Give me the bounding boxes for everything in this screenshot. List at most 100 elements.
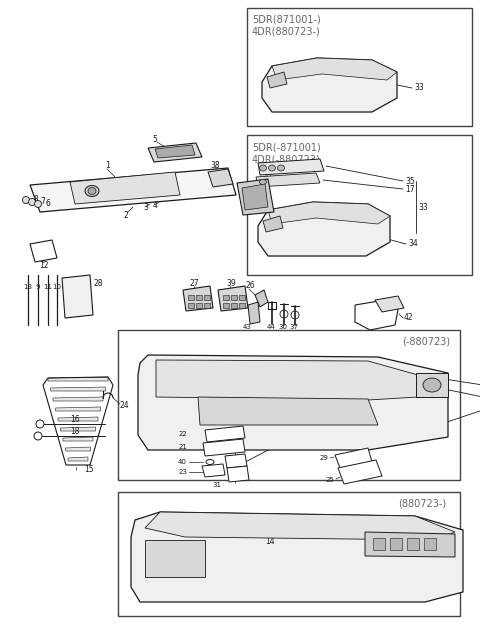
Polygon shape [68, 457, 88, 461]
Text: 42: 42 [404, 313, 414, 323]
Bar [196, 303, 202, 308]
Text: 34: 34 [408, 240, 418, 248]
Polygon shape [156, 360, 418, 400]
Ellipse shape [260, 165, 266, 171]
Text: 33: 33 [418, 203, 428, 212]
Circle shape [35, 200, 41, 208]
Bar [390, 538, 402, 550]
Text: 10: 10 [52, 284, 61, 290]
Polygon shape [272, 58, 397, 80]
Polygon shape [225, 454, 247, 468]
Polygon shape [258, 202, 390, 256]
Text: 14: 14 [265, 537, 275, 547]
Bar [188, 295, 194, 300]
Polygon shape [56, 407, 100, 411]
Text: 4DR(880723-): 4DR(880723-) [252, 27, 321, 37]
Text: 43: 43 [242, 324, 252, 330]
Bar [196, 295, 202, 300]
Bar [239, 295, 245, 300]
Bar [223, 303, 229, 308]
Polygon shape [63, 437, 93, 441]
Text: 24: 24 [120, 401, 130, 409]
Bar [204, 303, 210, 308]
Polygon shape [262, 58, 397, 112]
Polygon shape [30, 168, 236, 212]
Polygon shape [258, 159, 324, 175]
Bar [239, 303, 245, 308]
Text: 38: 38 [210, 160, 220, 170]
Text: 32: 32 [230, 447, 240, 453]
Polygon shape [338, 460, 382, 484]
Polygon shape [237, 179, 274, 215]
Ellipse shape [85, 185, 99, 197]
Bar [247, 135, 472, 275]
Text: 6: 6 [46, 200, 51, 208]
Polygon shape [416, 373, 448, 397]
Polygon shape [218, 286, 248, 311]
Polygon shape [203, 439, 245, 456]
Ellipse shape [268, 165, 276, 171]
Circle shape [28, 198, 36, 205]
Bar [188, 303, 194, 308]
Polygon shape [58, 417, 98, 421]
Polygon shape [227, 466, 249, 482]
Polygon shape [198, 397, 378, 425]
Text: 26: 26 [246, 281, 256, 291]
Text: 40: 40 [178, 459, 187, 465]
Text: 4: 4 [153, 200, 158, 210]
Polygon shape [53, 397, 103, 401]
Text: 2: 2 [124, 210, 129, 220]
Polygon shape [263, 216, 283, 232]
Text: 8: 8 [34, 195, 39, 205]
Polygon shape [256, 173, 320, 187]
Text: 17: 17 [405, 185, 415, 193]
Polygon shape [202, 464, 225, 477]
Text: 22: 22 [178, 431, 187, 437]
Circle shape [23, 197, 29, 203]
Polygon shape [65, 447, 91, 451]
Polygon shape [205, 426, 245, 442]
Polygon shape [242, 184, 268, 210]
Polygon shape [62, 275, 93, 318]
Polygon shape [145, 512, 455, 540]
Text: 35: 35 [405, 177, 415, 185]
Text: 7: 7 [40, 198, 45, 207]
Text: 13: 13 [24, 284, 33, 290]
Text: 28: 28 [94, 280, 104, 288]
Bar [247, 8, 472, 126]
Polygon shape [70, 172, 180, 204]
Polygon shape [355, 300, 398, 330]
Bar [231, 303, 237, 308]
Text: 33: 33 [414, 84, 424, 92]
Text: 23: 23 [178, 469, 187, 475]
Polygon shape [208, 169, 233, 187]
Bar [204, 295, 210, 300]
Polygon shape [148, 143, 202, 162]
Text: 29: 29 [319, 455, 328, 461]
Text: 16: 16 [70, 416, 80, 424]
Polygon shape [60, 427, 96, 431]
Polygon shape [30, 240, 57, 262]
Polygon shape [375, 296, 404, 312]
Bar [118, 492, 460, 616]
Text: 30: 30 [278, 324, 288, 330]
Text: 15: 15 [84, 466, 94, 474]
Polygon shape [145, 540, 205, 577]
Polygon shape [255, 290, 268, 307]
Polygon shape [365, 532, 455, 557]
Bar [424, 538, 436, 550]
Text: 11: 11 [44, 284, 52, 290]
Text: 25: 25 [325, 477, 334, 483]
Text: 27: 27 [190, 280, 200, 288]
Text: 5: 5 [152, 135, 157, 145]
Polygon shape [248, 302, 260, 324]
Text: (-880723): (-880723) [402, 337, 450, 347]
Polygon shape [335, 448, 372, 468]
Polygon shape [155, 145, 195, 158]
Ellipse shape [277, 165, 285, 171]
Text: 1: 1 [105, 162, 110, 170]
Bar [223, 295, 229, 300]
Ellipse shape [260, 180, 266, 185]
Text: 3: 3 [143, 203, 148, 212]
Bar [231, 295, 237, 300]
